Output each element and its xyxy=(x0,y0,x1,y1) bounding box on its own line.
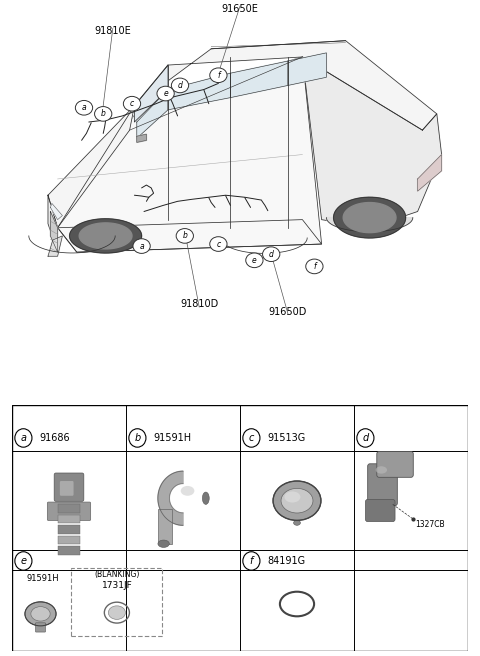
Polygon shape xyxy=(343,203,396,233)
Text: b: b xyxy=(101,110,106,118)
Circle shape xyxy=(157,86,174,101)
Circle shape xyxy=(243,429,260,447)
Text: b: b xyxy=(182,232,187,240)
FancyBboxPatch shape xyxy=(158,509,172,544)
FancyBboxPatch shape xyxy=(48,502,91,520)
Text: c: c xyxy=(130,99,134,108)
Text: d: d xyxy=(269,250,274,258)
Circle shape xyxy=(306,259,323,274)
Text: c: c xyxy=(249,433,254,443)
Bar xyxy=(58,546,81,555)
Polygon shape xyxy=(334,197,406,238)
Text: 1327CB: 1327CB xyxy=(416,520,445,529)
Text: 91810E: 91810E xyxy=(95,26,131,37)
Polygon shape xyxy=(302,57,442,228)
Text: d: d xyxy=(178,81,182,90)
Bar xyxy=(58,536,81,544)
Polygon shape xyxy=(48,236,62,256)
Circle shape xyxy=(176,228,193,243)
Ellipse shape xyxy=(180,486,194,496)
Polygon shape xyxy=(58,57,322,252)
Text: 1731JF: 1731JF xyxy=(101,581,132,590)
Text: 91513G: 91513G xyxy=(267,433,306,443)
FancyBboxPatch shape xyxy=(54,473,84,501)
Circle shape xyxy=(210,68,227,83)
Circle shape xyxy=(171,78,189,92)
Text: (BLANKING): (BLANKING) xyxy=(94,570,140,579)
Ellipse shape xyxy=(31,607,50,621)
Text: b: b xyxy=(134,433,141,443)
Polygon shape xyxy=(418,155,442,191)
FancyBboxPatch shape xyxy=(368,464,397,506)
Polygon shape xyxy=(50,203,62,220)
Polygon shape xyxy=(130,41,437,130)
Text: f: f xyxy=(217,71,220,80)
Text: e: e xyxy=(20,556,26,566)
Polygon shape xyxy=(137,89,168,138)
Polygon shape xyxy=(50,211,58,252)
Text: f: f xyxy=(250,556,253,566)
Text: 84191G: 84191G xyxy=(267,556,305,566)
Text: d: d xyxy=(362,433,369,443)
Bar xyxy=(58,504,81,513)
Circle shape xyxy=(246,253,263,268)
FancyBboxPatch shape xyxy=(377,451,413,478)
Ellipse shape xyxy=(285,491,300,502)
Circle shape xyxy=(357,429,374,447)
Ellipse shape xyxy=(376,466,387,474)
Text: a: a xyxy=(139,241,144,251)
Polygon shape xyxy=(168,73,230,110)
Text: a: a xyxy=(20,433,26,443)
Circle shape xyxy=(95,106,112,121)
Polygon shape xyxy=(326,218,413,232)
Bar xyxy=(58,525,81,534)
Text: e: e xyxy=(163,89,168,98)
Ellipse shape xyxy=(158,540,169,547)
Circle shape xyxy=(15,429,32,447)
Text: 91686: 91686 xyxy=(39,433,70,443)
Polygon shape xyxy=(48,106,134,228)
Circle shape xyxy=(263,247,280,262)
Text: 91591H: 91591H xyxy=(27,574,60,583)
Polygon shape xyxy=(48,195,58,252)
Circle shape xyxy=(243,552,260,570)
Polygon shape xyxy=(134,65,168,122)
Ellipse shape xyxy=(281,488,313,513)
Polygon shape xyxy=(230,61,288,98)
Polygon shape xyxy=(137,134,146,142)
Text: c: c xyxy=(216,239,220,249)
Polygon shape xyxy=(58,220,322,252)
Text: 91650D: 91650D xyxy=(269,307,307,318)
Text: e: e xyxy=(252,256,257,265)
Circle shape xyxy=(75,100,93,115)
Bar xyxy=(58,515,81,523)
Ellipse shape xyxy=(25,602,56,626)
FancyBboxPatch shape xyxy=(60,481,73,496)
Text: 91591H: 91591H xyxy=(153,433,192,443)
FancyBboxPatch shape xyxy=(36,623,46,632)
Polygon shape xyxy=(288,53,326,85)
Circle shape xyxy=(210,237,227,251)
Ellipse shape xyxy=(273,481,321,520)
Circle shape xyxy=(133,239,150,253)
Polygon shape xyxy=(79,223,132,249)
Text: 91650E: 91650E xyxy=(222,4,258,14)
Circle shape xyxy=(123,96,141,111)
Text: a: a xyxy=(82,103,86,112)
Text: f: f xyxy=(313,262,316,271)
Ellipse shape xyxy=(108,606,125,619)
Ellipse shape xyxy=(294,520,300,525)
Text: 91810D: 91810D xyxy=(180,299,218,309)
Circle shape xyxy=(129,429,146,447)
Ellipse shape xyxy=(203,492,209,504)
Polygon shape xyxy=(70,219,142,253)
Circle shape xyxy=(15,552,32,570)
FancyBboxPatch shape xyxy=(365,499,395,522)
Polygon shape xyxy=(158,471,183,525)
